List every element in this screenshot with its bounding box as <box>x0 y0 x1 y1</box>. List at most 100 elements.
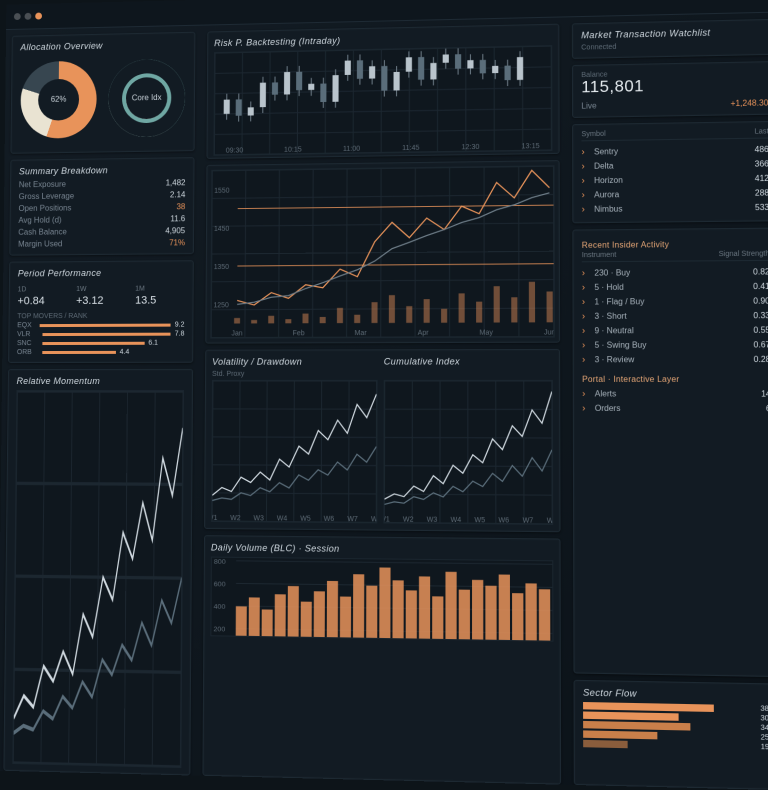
donut-panel-title: Allocation Overview <box>20 39 186 52</box>
svg-text:1250: 1250 <box>213 302 229 309</box>
col-signal: Signal Strength <box>716 250 768 258</box>
summary-val: 1,482 <box>126 178 185 188</box>
chevron-right-icon: › <box>582 282 595 292</box>
spark-panel: Relative Momentum <box>3 369 193 776</box>
svg-text:11:45: 11:45 <box>402 145 420 152</box>
chevron-right-icon: › <box>581 146 594 156</box>
stats-panel: Period Performance 1D+0.841W+3.121M13.5 … <box>8 260 194 363</box>
portal-title: Portal · Interactive Layer <box>582 375 768 384</box>
candle-chart[interactable]: 09:3010:1511:0011:4512:3013:15 <box>213 45 552 156</box>
svg-text:10:15: 10:15 <box>284 147 302 154</box>
stat-col[interactable]: 1M13.5 <box>135 285 185 306</box>
dot-3[interactable] <box>35 13 42 20</box>
summary-key: Cash Balance <box>18 227 126 237</box>
portal-rows: ›Alerts14›Orders6 <box>582 386 768 415</box>
summary-key: Open Positions <box>18 203 126 213</box>
summary-key: Margin Used <box>18 239 126 249</box>
summary-title: Summary Breakdown <box>19 164 186 176</box>
chevron-right-icon: › <box>582 267 595 277</box>
summary-key: Gross Leverage <box>19 191 127 201</box>
dot-2[interactable] <box>25 13 32 20</box>
chevron-right-icon: › <box>582 161 595 171</box>
account-panel: Balance 115,801 Live +1,248.30 <box>572 61 768 118</box>
svg-text:Apr: Apr <box>418 330 430 337</box>
summary-key: Avg Hold (d) <box>18 215 126 225</box>
donut-b-center: Core Idx <box>108 59 185 138</box>
list-row[interactable]: ›5 · Swing Buy0.67 <box>582 337 768 352</box>
chevron-right-icon: › <box>582 388 595 398</box>
mover-row[interactable]: ORB4.4 <box>17 349 184 356</box>
chevron-right-icon: › <box>582 340 595 350</box>
svg-text:Feb: Feb <box>293 330 305 337</box>
activity-title: Recent Insider Activity <box>582 239 768 250</box>
list-row[interactable]: ›230 · Buy0.82 <box>582 264 768 280</box>
summary-val: 38 <box>126 202 185 212</box>
chevron-right-icon: › <box>582 403 595 413</box>
volume-chart[interactable]: 800600400200 <box>210 557 553 642</box>
svg-text:W4: W4 <box>277 515 288 522</box>
col-symbol: Symbol <box>581 129 715 138</box>
summary-val: 2.14 <box>126 190 185 200</box>
chevron-right-icon: › <box>582 204 595 214</box>
sector-row[interactable]: 198 <box>583 740 768 752</box>
list-row[interactable]: ›9 · Neutral0.55 <box>582 322 768 337</box>
spark-title: Relative Momentum <box>17 376 185 386</box>
svg-text:09:30: 09:30 <box>226 148 244 155</box>
twin-left-title: Volatility / Drawdown <box>212 356 378 366</box>
chevron-right-icon: › <box>582 311 595 321</box>
donut-chart-b[interactable]: Core Idx <box>108 59 185 138</box>
svg-text:1550: 1550 <box>214 188 229 195</box>
mover-row[interactable]: EQX9.2 <box>17 322 184 330</box>
svg-text:W3: W3 <box>427 517 438 524</box>
stat-col[interactable]: 1D+0.84 <box>17 286 66 307</box>
svg-text:W1: W1 <box>384 516 389 523</box>
window-controls[interactable] <box>14 13 42 21</box>
svg-text:400: 400 <box>214 604 226 611</box>
svg-text:W2: W2 <box>230 515 241 522</box>
svg-text:1450: 1450 <box>214 226 230 233</box>
candle-panel: Risk P. Backtesting (Intraday) 09:3010:1… <box>206 24 559 159</box>
svg-text:1350: 1350 <box>214 264 230 271</box>
list-row[interactable]: ›Nimbus533 <box>582 200 768 216</box>
list-row[interactable]: ›3 · Review0.28 <box>582 352 768 367</box>
svg-text:W8: W8 <box>371 516 377 522</box>
list-row[interactable]: ›3 · Short0.33 <box>582 308 768 323</box>
watchlist-panel: Symbol Last ›Sentry486›Delta366›Horizon4… <box>572 121 768 224</box>
col-instrument: Instrument <box>582 251 717 259</box>
summary-val: 11.6 <box>126 214 185 224</box>
spark-chart[interactable] <box>12 390 184 768</box>
svg-text:600: 600 <box>214 581 226 588</box>
donut-a-center: 62% <box>20 61 97 139</box>
twin-right-chart[interactable]: W1W2W3W4W5W6W7W8 <box>383 380 553 525</box>
dot-1[interactable] <box>14 13 21 20</box>
twin-left-chart[interactable]: W1W2W3W4W5W6W7W8 <box>211 380 377 523</box>
sector-title: Sector Flow <box>583 687 768 701</box>
svg-text:W5: W5 <box>474 517 485 524</box>
svg-text:W5: W5 <box>300 516 311 523</box>
list-row[interactable]: ›5 · Hold0.41 <box>582 279 768 295</box>
svg-text:W6: W6 <box>324 516 335 523</box>
right-column: Market Transaction Watchlist Connected B… <box>566 12 768 790</box>
list-row[interactable]: ›Alerts14 <box>582 386 768 401</box>
svg-text:W8: W8 <box>547 518 552 524</box>
mover-row[interactable]: VLR7.8 <box>17 331 184 339</box>
donut-panel: Allocation Overview 62% Core Idx <box>10 32 195 154</box>
chevron-right-icon: › <box>582 325 595 335</box>
svg-text:W1: W1 <box>212 515 217 522</box>
account-row2-v: +1,248.30 <box>705 98 768 108</box>
list-row[interactable]: ›Orders6 <box>582 401 768 416</box>
mover-row[interactable]: SNC6.1 <box>17 340 184 347</box>
donut-chart-a[interactable]: 62% <box>20 61 97 139</box>
price-chart[interactable]: 1250135014501550JanFebMarAprMayJun <box>210 165 555 338</box>
watchlist-sub: Connected <box>581 41 768 52</box>
svg-text:200: 200 <box>213 626 225 633</box>
stat-col[interactable]: 1W+3.12 <box>76 286 125 307</box>
svg-text:13:15: 13:15 <box>521 143 539 150</box>
svg-text:W6: W6 <box>499 517 510 524</box>
summary-val: 4,905 <box>126 226 185 236</box>
volume-panel: Daily Volume (BLC) · Session 80060040020… <box>202 535 561 785</box>
twin-panel: Volatility / Drawdown Std. Proxy W1W2W3W… <box>204 349 560 532</box>
list-row[interactable]: ›1 · Flag / Buy0.90 <box>582 293 768 308</box>
svg-text:W2: W2 <box>403 516 414 523</box>
col-last: Last <box>716 128 768 136</box>
